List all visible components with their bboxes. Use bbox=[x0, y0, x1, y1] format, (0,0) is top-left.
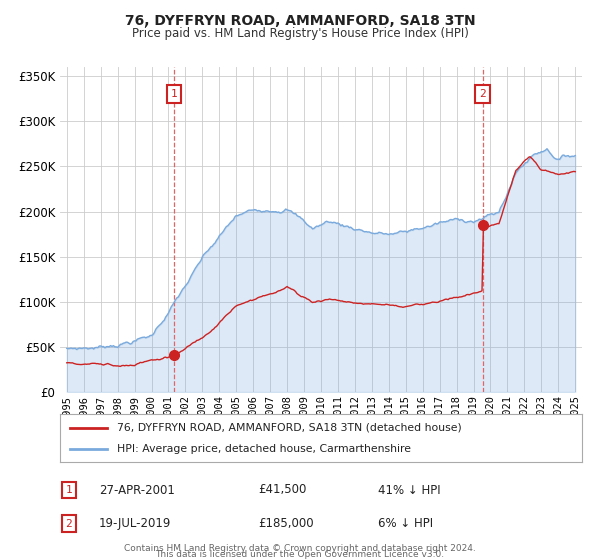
Text: This data is licensed under the Open Government Licence v3.0.: This data is licensed under the Open Gov… bbox=[155, 550, 445, 559]
Text: 2: 2 bbox=[65, 519, 73, 529]
Text: 6% ↓ HPI: 6% ↓ HPI bbox=[378, 517, 433, 530]
Text: 76, DYFFRYN ROAD, AMMANFORD, SA18 3TN (detached house): 76, DYFFRYN ROAD, AMMANFORD, SA18 3TN (d… bbox=[118, 423, 462, 433]
Text: 27-APR-2001: 27-APR-2001 bbox=[99, 483, 175, 497]
Text: 1: 1 bbox=[65, 485, 73, 495]
Text: 41% ↓ HPI: 41% ↓ HPI bbox=[378, 483, 440, 497]
Text: Price paid vs. HM Land Registry's House Price Index (HPI): Price paid vs. HM Land Registry's House … bbox=[131, 27, 469, 40]
Text: 2: 2 bbox=[479, 89, 486, 99]
Text: £41,500: £41,500 bbox=[258, 483, 307, 497]
Text: £185,000: £185,000 bbox=[258, 517, 314, 530]
Text: Contains HM Land Registry data © Crown copyright and database right 2024.: Contains HM Land Registry data © Crown c… bbox=[124, 544, 476, 553]
Text: 76, DYFFRYN ROAD, AMMANFORD, SA18 3TN: 76, DYFFRYN ROAD, AMMANFORD, SA18 3TN bbox=[125, 14, 475, 28]
Text: HPI: Average price, detached house, Carmarthenshire: HPI: Average price, detached house, Carm… bbox=[118, 444, 412, 454]
Text: 19-JUL-2019: 19-JUL-2019 bbox=[99, 517, 172, 530]
Text: 1: 1 bbox=[170, 89, 177, 99]
